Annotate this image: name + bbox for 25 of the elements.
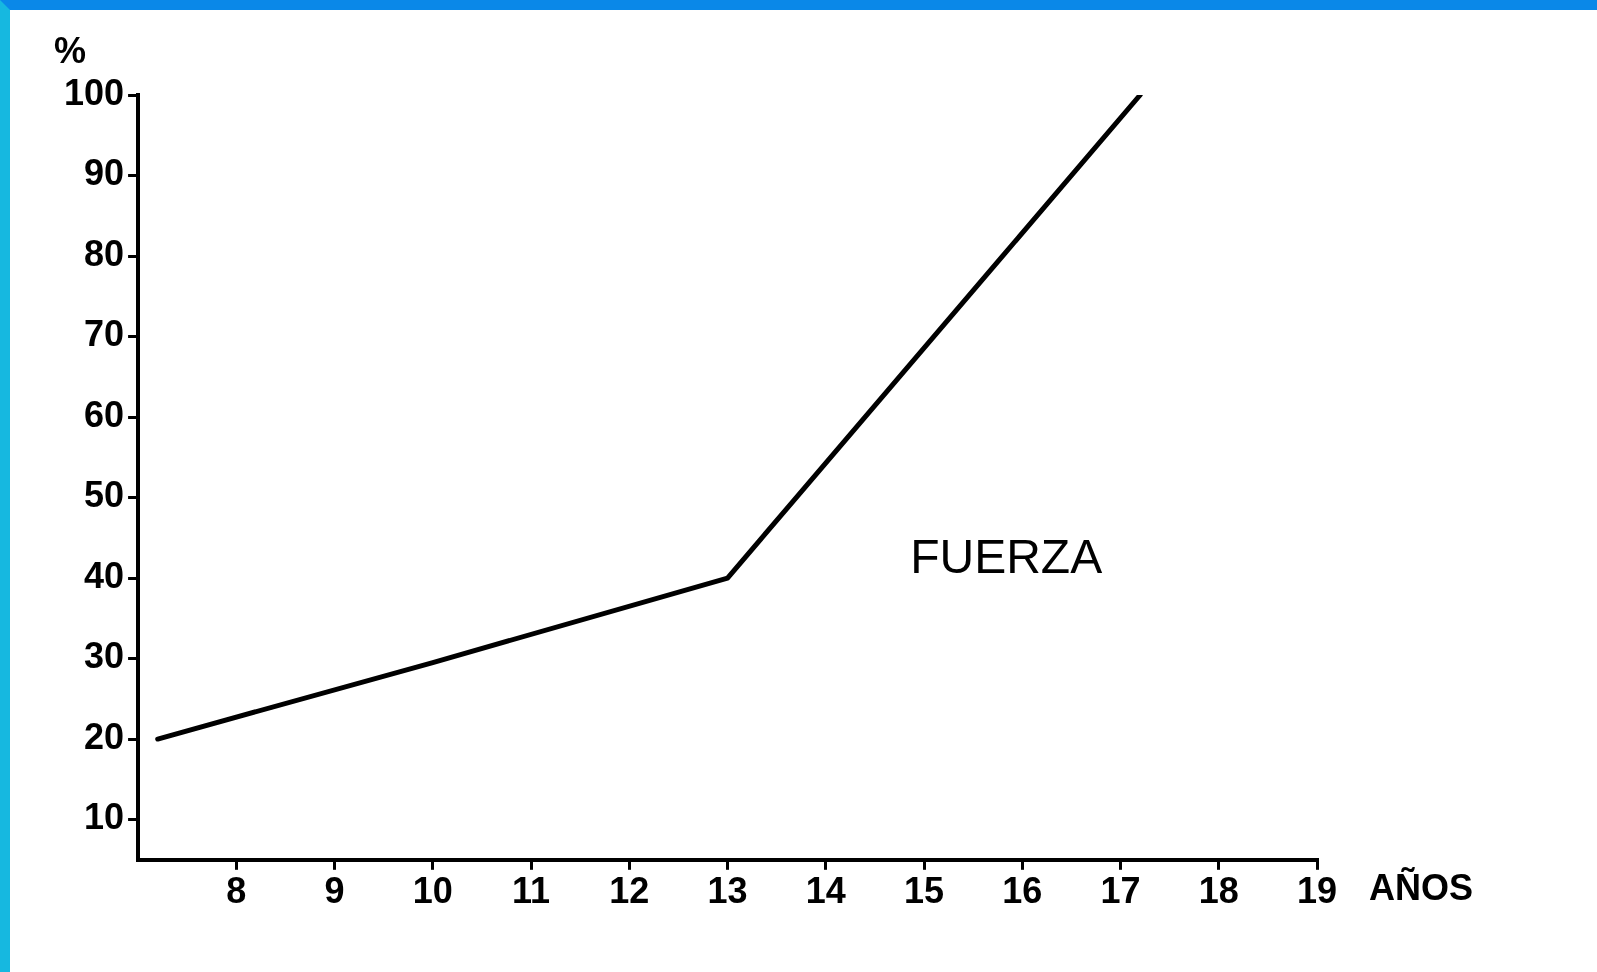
text: FUERZA [910, 530, 1103, 584]
y-tick-label: 80 [84, 232, 125, 274]
y-tick-label: 100 [63, 71, 125, 113]
x-tick-label: 19 [1296, 870, 1338, 912]
x-axis-title: AÑOS [1369, 865, 1474, 908]
y-tick-label: 20 [84, 715, 125, 757]
x-tick-label: 12 [609, 870, 650, 912]
y-tick-label: 60 [84, 393, 125, 435]
y-tick-label: 50 [84, 474, 125, 516]
x-tick-label: 9 [324, 870, 345, 912]
x-tick-label: 14 [805, 870, 846, 912]
x-tick-label: 10 [412, 870, 453, 912]
y-tick-label: 70 [84, 313, 125, 355]
x-tick-label: 15 [904, 870, 945, 912]
y-tick-label: 40 [84, 554, 125, 596]
x-tick-label: 11 [512, 870, 551, 912]
y-tick-label: 30 [84, 635, 125, 677]
y-tick-label: 10 [84, 796, 125, 838]
x-tick-label: 13 [707, 870, 748, 912]
x-tick-label: 18 [1198, 870, 1239, 912]
x-tick-label: 16 [1002, 870, 1043, 912]
y-tick-label: 90 [84, 152, 125, 194]
y-axis-title: % [54, 29, 87, 71]
x-tick-label: 8 [226, 870, 247, 912]
x-tick-label: 17 [1100, 870, 1141, 912]
